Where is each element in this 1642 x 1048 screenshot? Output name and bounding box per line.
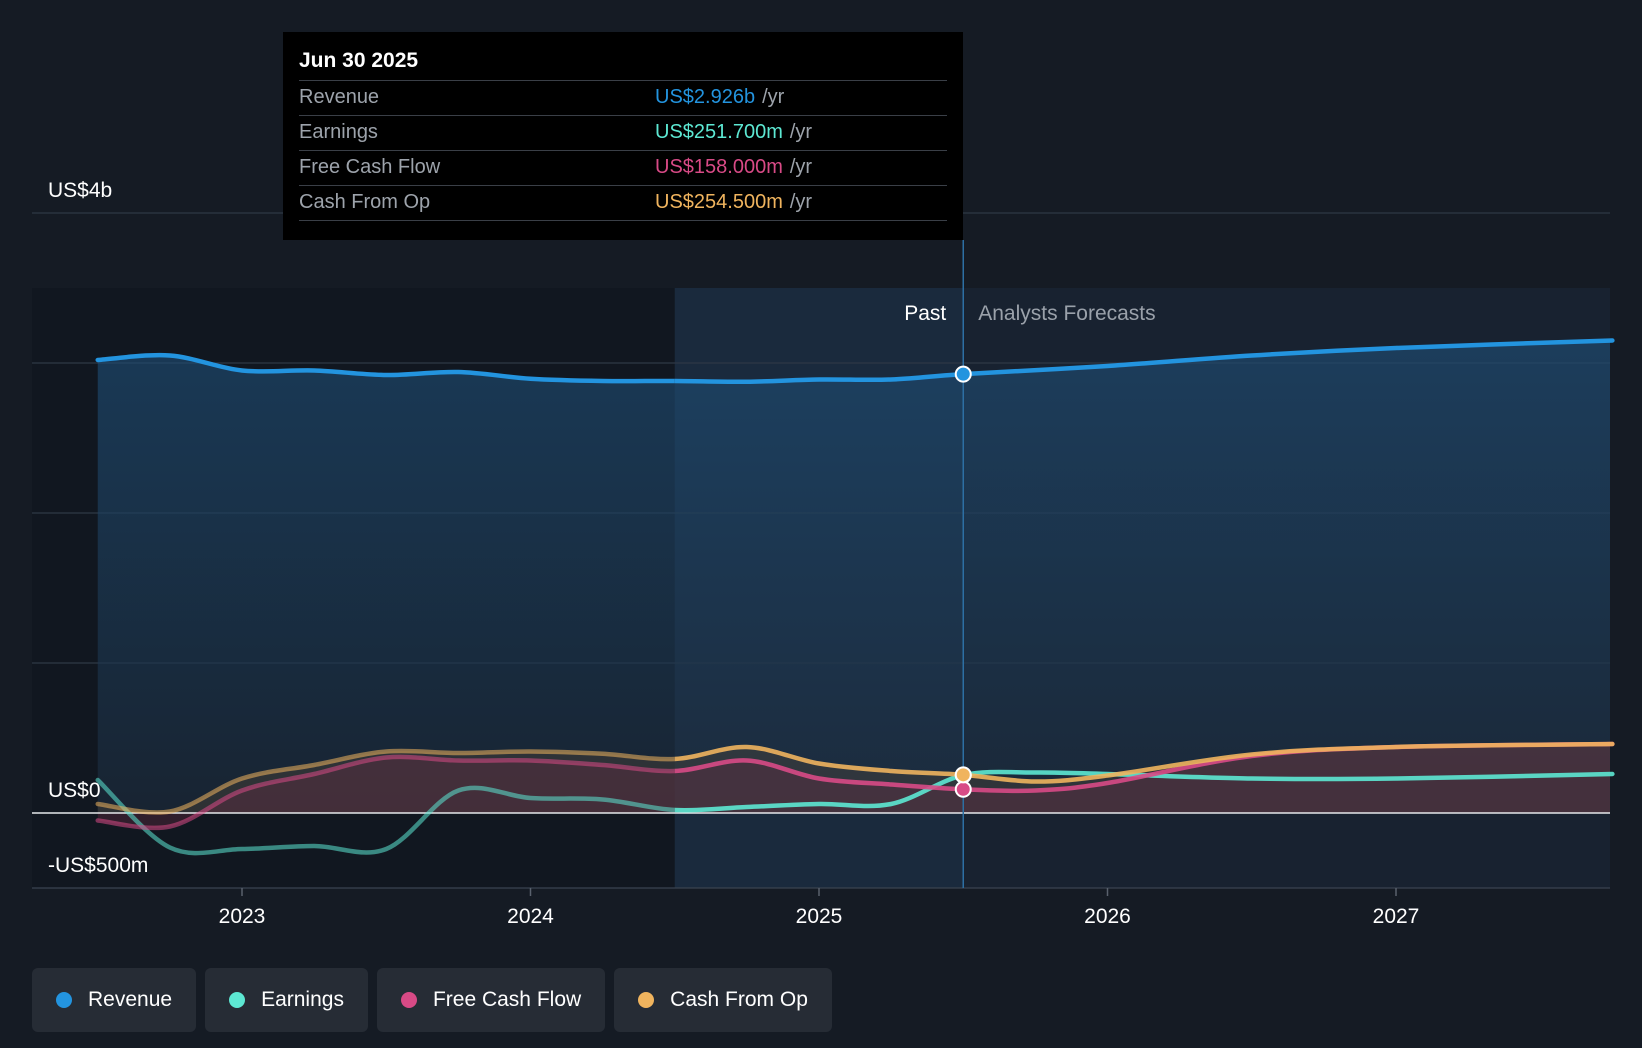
y-tick-label: US$0 xyxy=(48,779,101,802)
legend-dot-icon xyxy=(400,992,417,1008)
x-tick-label: 2025 xyxy=(796,905,843,928)
series-line-free-cash-flow-early xyxy=(95,754,675,831)
tooltip-row-cash-from-op: Cash From Op US$254.500m /yr xyxy=(299,185,947,221)
series-area xyxy=(97,744,1613,828)
tooltip-row-revenue: Revenue US$2.926b /yr xyxy=(299,80,947,115)
tooltip-unit: /yr xyxy=(789,191,813,213)
series-line-cash-from-op xyxy=(674,741,1615,784)
legend-dot-icon xyxy=(638,992,655,1008)
tooltip-label: Cash From Op xyxy=(299,191,431,213)
legend-item-revenue[interactable]: Revenue xyxy=(32,968,197,1032)
x-tick-label: 2026 xyxy=(1084,905,1131,928)
series-line-revenue-early xyxy=(95,352,675,384)
series-line-earnings-early xyxy=(95,777,675,856)
legend-label: Earnings xyxy=(261,988,344,1011)
series-line-revenue xyxy=(674,338,1615,385)
tooltip-label: Earnings xyxy=(299,121,378,143)
legend-item-cash-from-op[interactable]: Cash From Op xyxy=(614,968,832,1032)
x-tick-label: 2027 xyxy=(1373,905,1420,928)
tooltip-value: US$158.000m xyxy=(655,156,783,178)
tooltip-value: US$254.500m xyxy=(655,191,783,213)
tooltip-label: Revenue xyxy=(299,86,380,108)
series-marker-cash-from-op xyxy=(954,766,972,784)
series-marker-revenue xyxy=(954,365,972,383)
forecast-label: Analysts Forecasts xyxy=(978,302,1155,325)
legend-item-earnings[interactable]: Earnings xyxy=(205,968,368,1032)
legend-dot-icon xyxy=(56,992,72,1008)
tooltip-label: Free Cash Flow xyxy=(299,156,441,178)
chart: US$4b US$0 -US$500m 2023 2024 2025 2026 2027 Pas… xyxy=(32,179,1615,928)
y-tick-label: US$4b xyxy=(48,179,112,202)
legend-label: Free Cash Flow xyxy=(432,988,582,1011)
tooltip-value: US$251.700m xyxy=(655,121,783,143)
legend-label: Revenue xyxy=(88,988,173,1011)
tooltip-row-free-cash-flow: Free Cash Flow US$158.000m /yr xyxy=(299,150,947,185)
legend-label: Cash From Op xyxy=(670,988,808,1011)
x-tick-label: 2024 xyxy=(507,905,554,928)
legend: Revenue Earnings Free Cash Flow Cash Fro… xyxy=(32,968,832,1032)
series-marker-free-cash-flow xyxy=(954,780,972,798)
x-tick-label: 2023 xyxy=(219,905,266,928)
tooltip-unit: /yr xyxy=(762,86,785,108)
legend-dot-icon xyxy=(229,992,246,1008)
tooltip-row-earnings: Earnings US$251.700m /yr xyxy=(299,115,947,150)
tooltip-date: Jun 30 2025 xyxy=(299,49,419,72)
series-line-earnings xyxy=(674,769,1615,813)
series-line-cash-from-op-early xyxy=(95,748,675,815)
tooltip: Jun 30 2025 Revenue US$2.926b /yr Earnin… xyxy=(283,32,963,240)
tooltip-unit: /yr xyxy=(789,156,813,178)
y-tick-label: -US$500m xyxy=(48,854,148,877)
revenue-area xyxy=(97,340,1613,813)
tooltip-value: US$2.926b xyxy=(655,86,756,108)
past-label: Past xyxy=(904,302,946,325)
legend-item-free-cash-flow[interactable]: Free Cash Flow xyxy=(376,968,606,1032)
tooltip-unit: /yr xyxy=(789,121,813,143)
